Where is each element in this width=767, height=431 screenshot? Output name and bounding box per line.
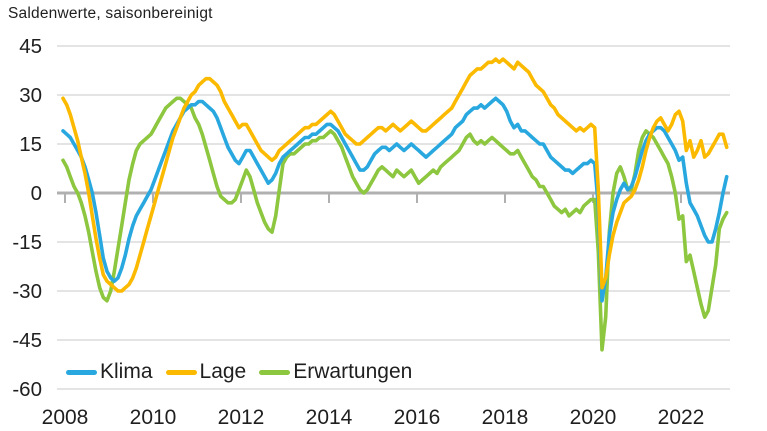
legend-label: Lage [199, 360, 247, 383]
legend-item-erwartungen: Erwartungen [259, 360, 412, 384]
legend-label: Erwartungen [293, 360, 413, 383]
y-axis-tick-label: -45 [12, 329, 42, 352]
y-axis-tick-label: -60 [12, 378, 42, 401]
x-axis-year-label: 2008 [42, 406, 89, 429]
x-axis-year-label: 2020 [570, 406, 617, 429]
x-axis-year-label: 2010 [130, 406, 177, 429]
series-line-lage [61, 57, 729, 293]
legend-swatch-klima [66, 369, 97, 375]
x-axis-year-label: 2022 [658, 406, 705, 429]
legend-swatch-lage [165, 369, 197, 375]
chart-legend: Klima Lage Erwartungen [66, 360, 425, 384]
legend-item-lage: Lage [165, 360, 247, 384]
legend-swatch-erwartungen [259, 369, 291, 375]
series-line-klima [61, 96, 729, 303]
chart-title: Saldenwerte, saisonbereinigt [8, 5, 213, 22]
x-axis-year-label: 2016 [394, 406, 441, 429]
x-axis-year-label: 2014 [306, 406, 353, 429]
x-axis-year-label: 2018 [482, 406, 529, 429]
legend-item-klima: Klima [66, 360, 153, 384]
y-axis-tick-label: 15 [19, 133, 42, 156]
x-axis-year-label: 2012 [218, 406, 265, 429]
legend-label: Klima [100, 360, 153, 383]
y-axis-tick-label: -30 [12, 280, 42, 303]
y-axis-tick-label: 45 [19, 35, 42, 58]
series-line-erwartungen [61, 96, 729, 352]
y-axis-tick-label: 0 [31, 182, 42, 205]
y-axis-tick-label: -15 [12, 231, 42, 254]
y-axis-tick-label: 30 [19, 84, 42, 107]
